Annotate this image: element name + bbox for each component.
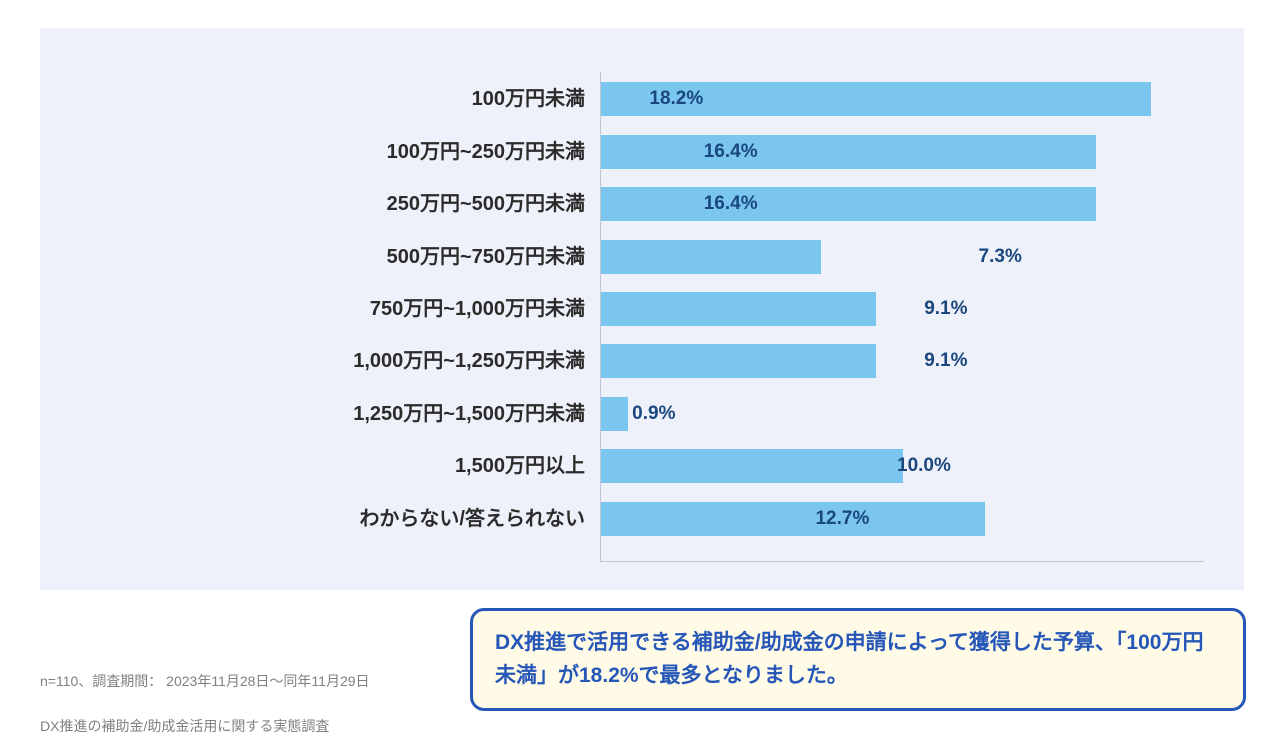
- bar-row: 1,500万円以上10.0%: [601, 449, 1205, 483]
- bar-value-label: 9.1%: [924, 292, 1199, 326]
- bar: [601, 397, 628, 431]
- bar-value-label: 16.4%: [704, 135, 1199, 169]
- bar-value-label: 10.0%: [897, 449, 1199, 483]
- bar-value-label: 18.2%: [649, 82, 1199, 116]
- bar-value-label: 9.1%: [924, 344, 1199, 378]
- category-label: 1,000万円~1,250万円未満: [65, 344, 585, 378]
- bar-value-label: 16.4%: [704, 187, 1199, 221]
- summary-callout: DX推進で活用できる補助金/助成金の申請によって獲得した予算、「100万円未満」…: [470, 608, 1246, 711]
- bar-value-label: 7.3%: [979, 240, 1199, 274]
- footnote-line1: n=110、調査期間： 2023年11月28日～同年11月29日: [40, 673, 370, 689]
- category-label: 100万円未満: [65, 82, 585, 116]
- bar-row: 100万円未満18.2%: [601, 82, 1205, 116]
- category-label: 500万円~750万円未満: [65, 240, 585, 274]
- plot-area: 100万円未満18.2% 100万円~250万円未満16.4% 250万円~500万…: [600, 72, 1204, 562]
- footnote-line2: DX推進の補助金/助成金活用に関する実態調査: [40, 718, 329, 734]
- bar: [601, 240, 821, 274]
- category-label: 100万円~250万円未満: [65, 135, 585, 169]
- bar: [601, 292, 876, 326]
- bar: [601, 344, 876, 378]
- bar-row: 750万円~1,000万円未満9.1%: [601, 292, 1205, 326]
- bar-row: 500万円~750万円未満7.3%: [601, 240, 1205, 274]
- bar: [601, 449, 903, 483]
- bar-value-label: 12.7%: [815, 502, 1199, 536]
- summary-callout-text: DX推進で活用できる補助金/助成金の申請によって獲得した予算、「100万円未満」…: [495, 631, 1203, 687]
- bar-row: 250万円~500万円未満16.4%: [601, 187, 1205, 221]
- category-label: 1,250万円~1,500万円未満: [65, 397, 585, 431]
- bar-row: 100万円~250万円未満16.4%: [601, 135, 1205, 169]
- chart-panel: 100万円未満18.2%100万円~250万円未満16.4%250万円~500万…: [40, 28, 1244, 590]
- bar-row: 1,000万円~1,250万円未満9.1%: [601, 344, 1205, 378]
- figure-root: 100万円未満18.2%100万円~250万円未満16.4%250万円~500万…: [0, 0, 1284, 738]
- bar-value-label: 0.9%: [632, 397, 675, 431]
- bar-row: 1,250万円~1,500万円未満0.9%: [601, 397, 1205, 431]
- category-label: 750万円~1,000万円未満: [65, 292, 585, 326]
- bar-row: わからない/答えられない12.7%: [601, 502, 1205, 536]
- category-label: 1,500万円以上: [65, 449, 585, 483]
- category-label: わからない/答えられない: [65, 502, 585, 536]
- category-label: 250万円~500万円未満: [65, 187, 585, 221]
- footnote: n=110、調査期間： 2023年11月28日～同年11月29日 DX推進の補助…: [40, 648, 370, 738]
